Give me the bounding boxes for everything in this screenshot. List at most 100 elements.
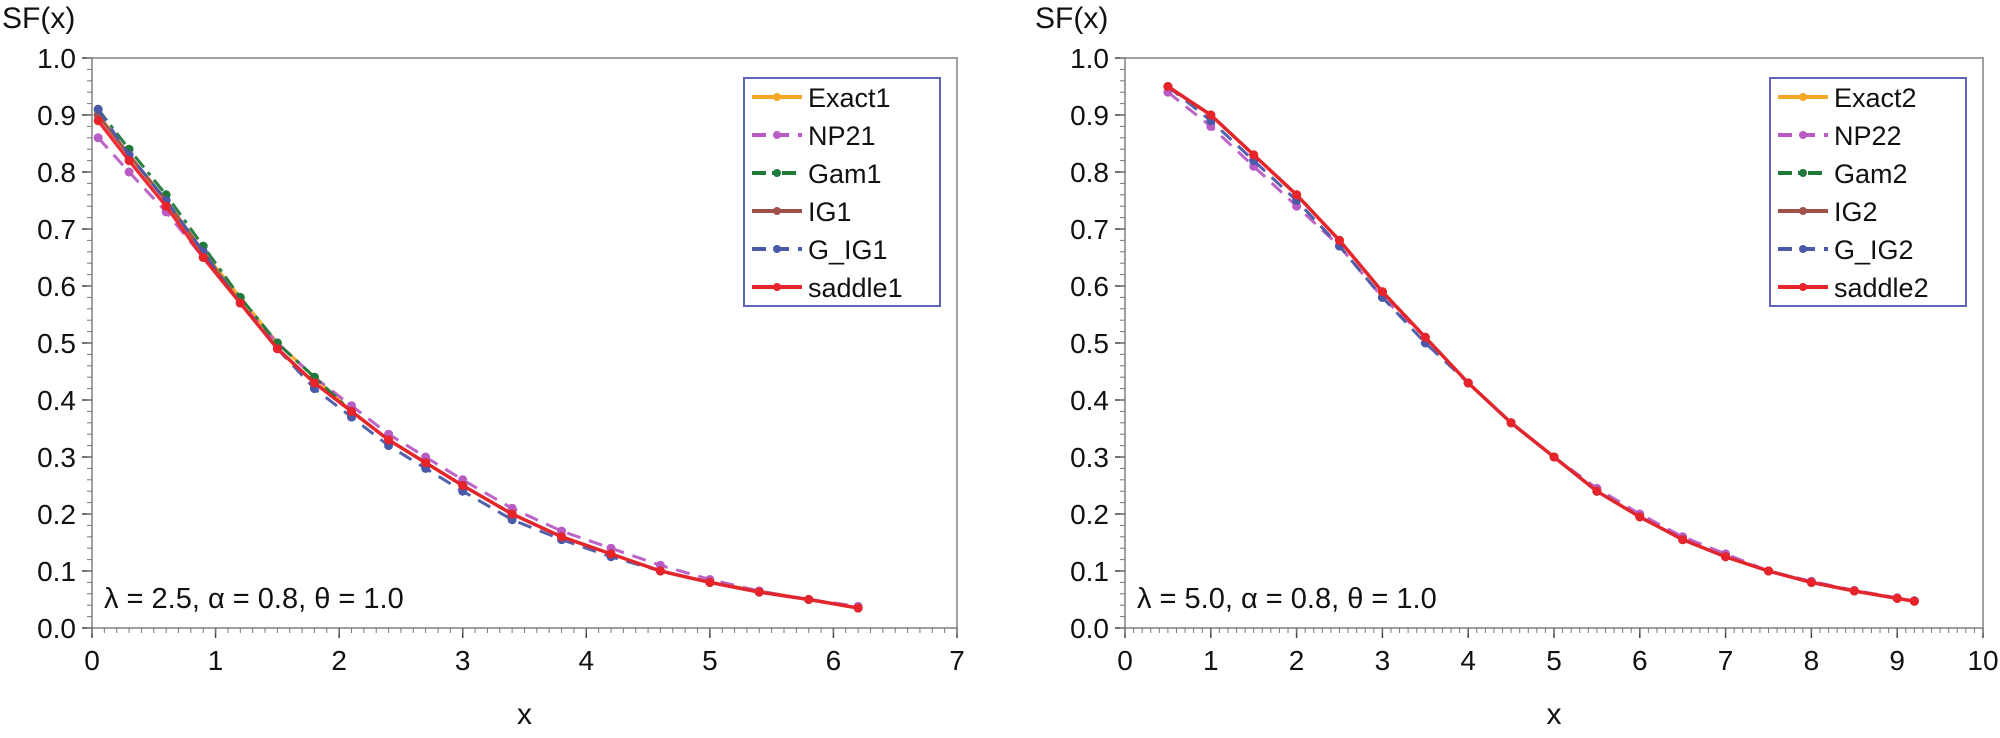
y-tick-label: 0.3 — [37, 442, 76, 473]
x-tick-label: 1 — [208, 645, 224, 676]
legend-marker — [1799, 93, 1807, 101]
data-point — [754, 587, 764, 597]
y-tick-label: 0.5 — [1070, 328, 1109, 359]
chart-panel-2: 0.0 0.1 0.2 0.3 0.4 0.5 0.6 0.7 0.8 0.9 1.0 0 1 2 3 4 5 6… — [1035, 2, 1999, 731]
x-tick-label: 6 — [826, 645, 842, 676]
y-axis-title: SF(x) — [2, 2, 75, 35]
x-tick-label: 2 — [331, 645, 347, 676]
data-point — [1721, 552, 1731, 562]
series-saddle1 — [93, 116, 863, 613]
y-tick-label: 0.7 — [1070, 214, 1109, 245]
legend-marker — [1799, 207, 1807, 215]
x-tick-label: 7 — [1718, 645, 1734, 676]
legend-label-IG1: IG1 — [808, 197, 852, 227]
legend-label-Exact2: Exact2 — [1834, 83, 1917, 113]
y-tick-label: 0.5 — [37, 328, 76, 359]
chart-panel-1: 0.0 0.1 0.2 0.3 0.4 0.5 0.6 0.7 0.8 0.9 1.0 0 1 2 3 4 5 6… — [2, 2, 965, 731]
legend-label-NP22: NP22 — [1834, 121, 1902, 151]
data-point — [1592, 486, 1602, 496]
legend-label-Gam2: Gam2 — [1834, 159, 1908, 189]
legend-marker — [773, 283, 781, 291]
y-tick-label: 0.2 — [1070, 499, 1109, 530]
x-tick-label: 4 — [578, 645, 594, 676]
x-axis-title: x — [1547, 698, 1562, 731]
data-point — [1463, 378, 1473, 388]
data-point — [1420, 332, 1430, 342]
data-point — [1292, 190, 1302, 200]
data-point — [1909, 596, 1919, 606]
x-tick-label: 6 — [1632, 645, 1648, 676]
data-point — [272, 344, 282, 354]
data-point — [124, 167, 134, 177]
x-tick-label: 0 — [84, 645, 100, 676]
data-point — [606, 549, 616, 559]
legend-label-IG2: IG2 — [1834, 197, 1878, 227]
y-tick-label: 0.1 — [37, 556, 76, 587]
data-point — [1163, 82, 1173, 91]
x-tick-label: 1 — [1203, 645, 1219, 676]
legend-marker — [773, 131, 781, 139]
legend-box — [1769, 77, 1967, 307]
legend-marker — [773, 93, 781, 101]
x-tick-label: 3 — [455, 645, 471, 676]
y-tick-label: 0.2 — [37, 499, 76, 530]
data-point — [458, 481, 468, 490]
data-point — [309, 378, 319, 388]
data-point — [1335, 235, 1344, 245]
y-tick-label: 0.3 — [1070, 442, 1109, 473]
legend-marker — [1799, 131, 1807, 139]
y-axis-title: SF(x) — [1035, 2, 1108, 35]
legend-label-G_IG1: G_IG1 — [808, 235, 888, 265]
x-tick-label: 4 — [1460, 645, 1476, 676]
data-point — [235, 298, 245, 308]
data-point — [804, 595, 814, 604]
data-point — [1764, 566, 1773, 576]
x-tick-label: 9 — [1889, 645, 1905, 676]
data-point — [507, 509, 517, 519]
legend-box — [743, 77, 941, 307]
x-tick-label: 0 — [1117, 645, 1133, 676]
data-point — [124, 156, 134, 166]
series-saddle2 — [1163, 82, 1919, 606]
y-tick-label: 0.7 — [37, 214, 76, 245]
y-tick-label: 0.0 — [1070, 613, 1109, 644]
legend-marker — [1799, 283, 1807, 291]
legend-label-saddle1: saddle1 — [808, 273, 903, 303]
y-tick-label: 0.1 — [1070, 556, 1109, 587]
y-tick-label: 0.8 — [1070, 157, 1109, 188]
data-point — [93, 116, 103, 126]
parameter-annotation: λ = 2.5, α = 0.8, θ = 1.0 — [104, 583, 404, 615]
legend-label-NP21: NP21 — [808, 121, 876, 151]
y-tick-label: 1.0 — [37, 43, 76, 74]
data-point — [347, 406, 356, 416]
x-axis-title: x — [517, 698, 532, 731]
data-point — [93, 133, 103, 143]
data-point — [655, 566, 665, 576]
legend-marker — [773, 169, 781, 177]
data-point — [421, 458, 431, 468]
data-point — [1806, 577, 1816, 587]
legend-marker — [1799, 245, 1807, 253]
legend: Exact1 NP21 Gam1 IG1 G_IG1 saddle1 — [743, 77, 941, 307]
data-point — [705, 577, 715, 587]
legend-label-saddle2: saddle2 — [1834, 273, 1929, 303]
data-point — [1678, 535, 1688, 545]
x-tick-label: 7 — [949, 645, 965, 676]
data-point — [1206, 110, 1216, 120]
y-tick-label: 0.6 — [1070, 271, 1109, 302]
x-tick-label: 2 — [1289, 645, 1305, 676]
data-point — [161, 201, 171, 211]
x-tick-label: 8 — [1804, 645, 1820, 676]
data-point — [1377, 287, 1387, 297]
data-point — [1892, 593, 1902, 603]
legend-label-G_IG2: G_IG2 — [1834, 235, 1914, 265]
parameter-annotation: λ = 5.0, α = 0.8, θ = 1.0 — [1137, 583, 1437, 615]
y-tick-label: 0.0 — [37, 613, 76, 644]
legend: Exact2 NP22 Gam2 IG2 G_IG2 saddle2 — [1769, 77, 1967, 307]
y-tick-label: 0.6 — [37, 271, 76, 302]
y-tick-label: 0.4 — [37, 385, 76, 416]
x-tick-label: 10 — [1967, 645, 1998, 676]
legend-marker — [773, 245, 781, 253]
y-tick-label: 0.8 — [37, 157, 76, 188]
